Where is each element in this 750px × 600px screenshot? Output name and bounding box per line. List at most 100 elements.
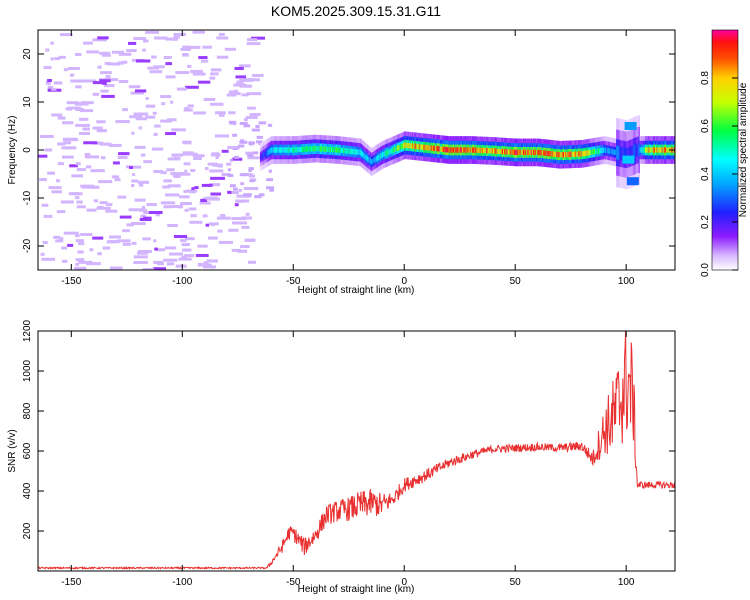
heatmap-noise-cell [254, 195, 262, 199]
heatmap-ridge-cell [393, 147, 395, 153]
heatmap-noise-cell [210, 68, 222, 72]
heatmap-x-tick-label: 100 [618, 276, 635, 287]
heatmap-noise-cell [122, 242, 131, 246]
heatmap-ridge-cell [376, 155, 379, 162]
heatmap-ridge-cell [547, 150, 549, 157]
heatmap-ridge-cell [272, 147, 274, 153]
heatmap-noise-cell [129, 115, 143, 119]
heatmap-ridge-cell [526, 149, 528, 156]
heatmap-noise-cell [175, 264, 187, 268]
heatmap-ridge-cell [282, 147, 284, 153]
heatmap-ridge-cell [283, 147, 285, 153]
heatmap-ridge-cell [414, 143, 416, 149]
heatmap-ridge-cell [425, 144, 427, 151]
heatmap-ridge-cell [481, 147, 484, 154]
heatmap-noise-cell [130, 91, 144, 95]
heatmap-noise-cell [102, 53, 111, 57]
heatmap-noise-cell [184, 208, 189, 212]
heatmap-noise-cell [165, 193, 180, 197]
heatmap-ridge-cell [306, 146, 309, 152]
heatmap-ridge-cell [621, 147, 624, 161]
heatmap-ridge-cell [511, 149, 514, 155]
heatmap-ridge-cell [287, 147, 290, 153]
heatmap-noise-cell [189, 220, 203, 224]
heatmap-ridge-cell [375, 156, 377, 162]
heatmap-ridge-cell [484, 147, 486, 154]
heatmap-noise-cell [76, 205, 86, 209]
heatmap-ridge-cell [443, 146, 445, 153]
colorbar-gradient [711, 29, 739, 271]
heatmap-noise-cell [249, 179, 255, 183]
heatmap-ridge-cell [618, 146, 621, 160]
heatmap-noise-cell [251, 128, 260, 132]
heatmap-noise-cell [244, 238, 256, 242]
heatmap-noise-cell [154, 247, 158, 251]
heatmap-noise-cell [160, 201, 176, 205]
heatmap-noise-cell [210, 192, 222, 196]
heatmap-noise-cell [220, 214, 226, 218]
heatmap-noise-cell [190, 168, 196, 172]
heatmap-noise-cell [173, 174, 180, 178]
heatmap-noise-cell [92, 236, 104, 240]
heatmap-ridge-cell [570, 151, 573, 158]
heatmap-ridge-cell [649, 147, 652, 153]
heatmap-noise-cell [215, 164, 222, 168]
chart-title: KOM5.2025.309.15.31.G11 [271, 3, 441, 19]
heatmap-ridge-cell [652, 147, 655, 153]
heatmap-noise-cell [157, 262, 164, 266]
heatmap-ridge-cell [397, 145, 400, 151]
heatmap-ridge-cell [374, 157, 376, 163]
heatmap-ridge-cell [561, 152, 564, 158]
heatmap-ridge-cell [495, 148, 497, 154]
heatmap-y-tick-label: 10 [22, 96, 33, 108]
heatmap-noise-cell [200, 59, 209, 63]
heatmap-noise-cell [249, 112, 261, 116]
heatmap-ridge-cell [637, 143, 639, 157]
heatmap-ridge-cell [498, 148, 501, 155]
heatmap-ridge-cell [535, 149, 537, 156]
heatmap-ridge-cell [595, 148, 597, 155]
heatmap-noise-cell [76, 168, 86, 172]
heatmap-ridge-cell [318, 146, 321, 152]
heatmap-ridge-cell [552, 151, 555, 157]
heatmap-noise-cell [240, 182, 244, 186]
heatmap-noise-cell [53, 81, 63, 85]
heatmap-noise-cell [66, 101, 79, 105]
heatmap-noise-cell [139, 208, 148, 212]
heatmap-ridge-cell [296, 147, 299, 153]
heatmap-noise-cell [39, 178, 47, 182]
heatmap-ridge-cell [626, 148, 628, 162]
heatmap-noise-cell [153, 239, 157, 243]
heatmap-ridge-cell [377, 154, 380, 161]
heatmap-noise-cell [96, 120, 106, 124]
heatmap-noise-cell [205, 196, 218, 200]
heatmap-ridge-cell [598, 148, 601, 154]
heatmap-noise-cell [192, 154, 205, 158]
heatmap-noise-cell [255, 124, 260, 128]
heatmap-ridge-cell [360, 150, 363, 157]
heatmap-noise-cell [107, 62, 120, 66]
heatmap-ridge-cell [575, 151, 577, 157]
heatmap-noise-cell [51, 113, 63, 117]
heatmap-ridge-cell [423, 144, 425, 150]
heatmap-noise-cell [90, 169, 105, 173]
heatmap-noise-cell [90, 185, 100, 189]
heatmap-ridge-cell [534, 149, 536, 156]
heatmap-ridge-cell [496, 148, 498, 154]
snr-frame [37, 330, 676, 572]
heatmap-noise-cell [53, 235, 61, 239]
heatmap-noise-cell [99, 79, 111, 83]
heatmap-noise-cell [248, 260, 257, 264]
heatmap-noise-cell [38, 154, 48, 158]
snr-panel: -150 -100 -50 0 50 100 200 400 600 800 1000 1200 H… [7, 319, 676, 595]
heatmap-ridge-cell [479, 147, 482, 154]
heatmap-ridge-cell [545, 150, 547, 156]
heatmap-noise-cell [80, 232, 93, 236]
heatmap-noise-cell [173, 35, 180, 39]
heatmap-ridge-cell [420, 144, 423, 150]
heatmap-ridge-cell [317, 146, 320, 152]
heatmap-ridge-cell [555, 151, 557, 158]
heatmap-noise-cell [83, 41, 93, 45]
heatmap-ridge-cell [645, 147, 647, 153]
heatmap-ridge-cell [613, 149, 616, 155]
